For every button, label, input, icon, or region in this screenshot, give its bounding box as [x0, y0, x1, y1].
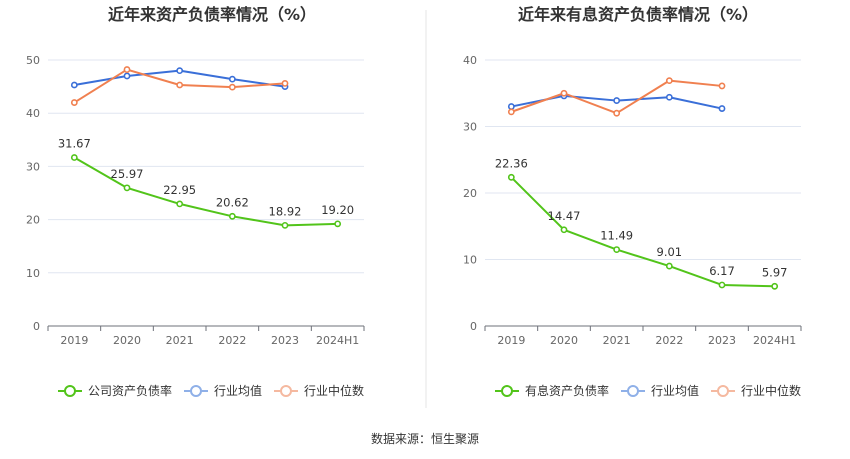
x-tick-label: 2024H1 [316, 334, 359, 347]
data-point [507, 108, 515, 116]
data-label: 18.92 [269, 204, 302, 218]
x-tick-label: 2023 [708, 334, 736, 347]
data-point [665, 262, 673, 270]
legend-marker [64, 385, 76, 397]
data-point [228, 75, 236, 83]
data-label: 31.67 [58, 137, 91, 151]
data-label: 22.95 [163, 183, 196, 197]
legend-item[interactable]: 行业中位数 [304, 383, 364, 398]
data-label: 22.36 [495, 156, 528, 170]
data-label: 19.20 [321, 203, 354, 217]
x-tick-label: 2020 [550, 334, 578, 347]
data-point [228, 83, 236, 91]
data-point [718, 82, 726, 90]
data-label: 11.49 [600, 229, 633, 243]
legend-item[interactable]: 行业均值 [214, 383, 262, 398]
data-point [507, 103, 515, 110]
y-tick-label: 40 [463, 54, 477, 67]
data-point [665, 93, 673, 101]
data-point [507, 173, 515, 181]
data-point [123, 184, 131, 192]
data-point [613, 246, 621, 253]
y-tick-label: 30 [463, 121, 477, 134]
series-line [511, 79, 723, 115]
x-tick-label: 2022 [218, 334, 246, 347]
data-label: 25.97 [111, 167, 144, 181]
data-point [228, 212, 236, 220]
debt-ratio-chart: 近年来资产负债率情况（%） 0 10 20 30 40 50 2019 2020 2021 2022… [26, 5, 365, 398]
x-tick-label: 2019 [60, 334, 88, 347]
y-tick-label: 10 [463, 254, 477, 267]
data-point [281, 80, 289, 87]
legend-marker [501, 385, 513, 397]
y-tick-label: 10 [26, 267, 40, 280]
y-tick-label: 0 [470, 320, 477, 333]
data-point [613, 97, 621, 104]
legend-item[interactable]: 行业中位数 [741, 383, 801, 398]
legend-marker [717, 385, 729, 397]
data-point [613, 109, 621, 117]
legend-marker [190, 385, 202, 397]
data-point [771, 282, 779, 290]
legend-item[interactable]: 行业均值 [651, 383, 699, 398]
data-point [70, 81, 78, 89]
data-point [70, 99, 78, 106]
data-point [665, 77, 673, 85]
series-line [73, 156, 338, 227]
chart-title: 近年来资产负债率情况（%） [108, 5, 316, 24]
y-tick-label: 20 [26, 214, 40, 227]
x-tick-label: 2023 [271, 334, 299, 347]
x-tick-label: 2024H1 [753, 334, 796, 347]
data-label: 20.62 [216, 195, 249, 209]
data-source-note: 数据来源：恒生聚源 [371, 431, 479, 446]
y-tick-label: 50 [26, 54, 40, 67]
data-label: 14.47 [548, 209, 581, 223]
data-point [123, 72, 131, 80]
y-tick-label: 0 [33, 320, 40, 333]
legend-item[interactable]: 有息资产负债率 [525, 383, 609, 398]
data-point [334, 220, 342, 228]
legend-marker [280, 385, 292, 397]
data-point [718, 281, 726, 289]
data-point [176, 67, 184, 75]
data-point [123, 66, 131, 73]
series-line [510, 176, 775, 288]
data-point [560, 89, 568, 97]
data-point [176, 81, 184, 89]
interest-debt-ratio-chart: 近年来有息资产负债率情况（%） 0 10 20 30 40 2019 2020 2021 2022… [463, 5, 802, 398]
legend-item[interactable]: 公司资产负债率 [88, 383, 172, 398]
data-label: 5.97 [762, 265, 788, 279]
y-tick-label: 20 [463, 187, 477, 200]
chart-title: 近年来有息资产负债率情况（%） [518, 5, 758, 24]
y-tick-label: 30 [26, 160, 40, 173]
data-point [281, 221, 289, 229]
data-point [70, 154, 78, 161]
x-tick-label: 2021 [166, 334, 194, 347]
x-tick-label: 2021 [603, 334, 631, 347]
data-point [718, 105, 726, 112]
y-tick-label: 40 [26, 107, 40, 120]
data-label: 9.01 [657, 245, 683, 259]
legend-marker [627, 385, 639, 397]
x-tick-label: 2019 [497, 334, 525, 347]
data-point [560, 226, 568, 234]
x-tick-label: 2020 [113, 334, 141, 347]
data-point [176, 200, 184, 208]
x-tick-label: 2022 [655, 334, 683, 347]
data-label: 6.17 [709, 264, 735, 278]
